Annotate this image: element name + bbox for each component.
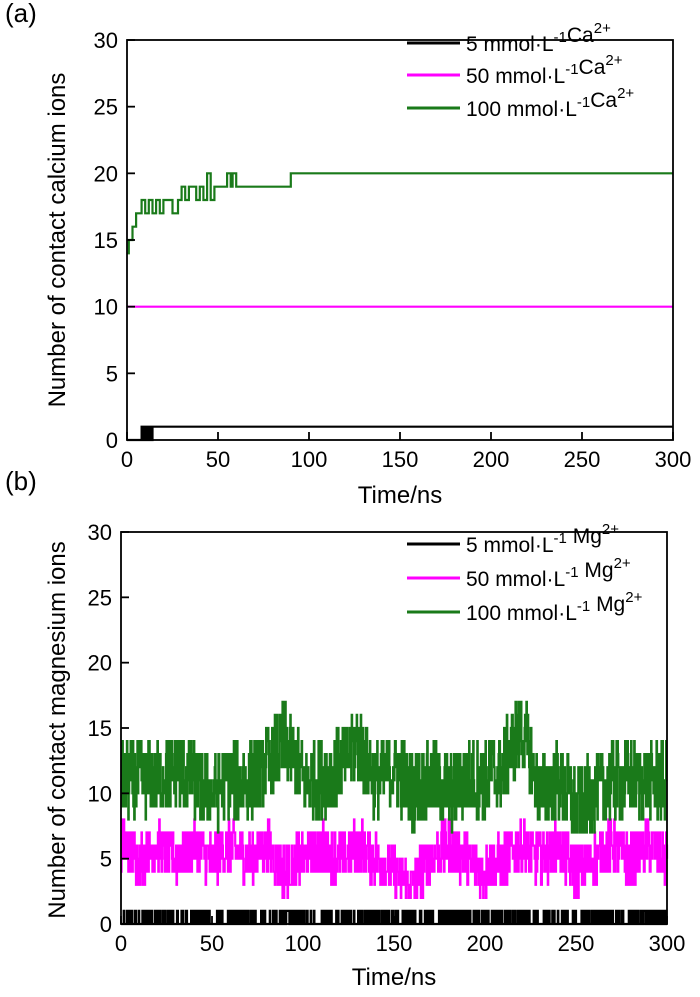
y-tick-label-1-4: 20 — [88, 651, 112, 676]
y-tick-label-0-1: 5 — [106, 361, 118, 386]
y-tick-label-1-5: 25 — [88, 585, 112, 610]
panel-b-label: (b) — [5, 466, 37, 496]
x-tick-label-1-4: 200 — [467, 931, 504, 956]
x-tick-label-1-2: 100 — [285, 931, 322, 956]
x-tick-label-0-4: 200 — [473, 447, 510, 472]
chart-panel-a: (a) 0 50 100 150 200 250 300 0 5 10 15 20 25 30 Time/… — [5, 0, 691, 509]
series-line-1-1 — [120, 818, 669, 899]
panel-a-y-axis-title: Number of contact calcium ions — [44, 73, 71, 408]
y-tick-label-0-0: 0 — [106, 428, 118, 453]
panel-a-series-layer — [127, 172, 673, 442]
panel-b-series-layer — [120, 700, 669, 926]
legend-label-0-1: 50 mmol·L-1Ca2+ — [466, 52, 623, 88]
y-tick-label-1-2: 10 — [88, 781, 112, 806]
series-line-1-2 — [120, 700, 668, 834]
y-tick-label-1-0: 0 — [100, 912, 112, 937]
legend-label-0-2: 100 mmol·L-1Ca2+ — [466, 85, 634, 121]
panel-b-legend: 5 mmol·L-1 Mg2+50 mmol·L-1 Mg2+100 mmol·… — [407, 521, 643, 625]
y-tick-label-1-3: 15 — [88, 716, 112, 741]
panel-a-ticks: 0 50 100 150 200 250 300 0 5 10 15 20 25 30 — [94, 28, 692, 472]
y-tick-label-1-6: 30 — [88, 520, 112, 545]
legend-label-1-2: 100 mmol·L-1 Mg2+ — [466, 589, 643, 625]
panel-b-x-axis-title: Time/ns — [352, 964, 436, 991]
legend-label-0-0: 5 mmol·L-1Ca2+ — [466, 20, 611, 56]
series-line-0-2 — [127, 172, 673, 255]
x-tick-label-1-3: 150 — [376, 931, 413, 956]
legend-label-1-1: 50 mmol·L-1 Mg2+ — [466, 555, 631, 591]
x-tick-label-0-2: 100 — [291, 447, 328, 472]
panel-a-x-axis-title: Time/ns — [358, 482, 442, 509]
x-tick-label-0-3: 150 — [382, 447, 419, 472]
y-tick-label-0-6: 30 — [94, 28, 118, 53]
x-tick-label-1-1: 50 — [200, 931, 224, 956]
panel-b-ticks: 0 50 100 150 200 250 300 0 5 10 15 20 25 30 — [88, 520, 686, 956]
x-tick-label-1-0: 0 — [115, 931, 127, 956]
y-tick-label-0-4: 20 — [94, 161, 118, 186]
panel-a-legend: 5 mmol·L-1Ca2+50 mmol·L-1Ca2+100 mmol·L-… — [407, 20, 634, 121]
x-tick-label-0-1: 50 — [206, 447, 230, 472]
y-tick-label-0-2: 10 — [94, 295, 118, 320]
x-tick-label-0-0: 0 — [121, 447, 133, 472]
panel-b-y-axis-title: Number of contact magnesium ions — [44, 541, 71, 919]
x-tick-label-0-6: 300 — [655, 447, 692, 472]
y-tick-label-0-5: 25 — [94, 95, 118, 120]
legend-label-1-0: 5 mmol·L-1 Mg2+ — [466, 521, 619, 557]
x-tick-label-0-5: 250 — [564, 447, 601, 472]
y-tick-label-1-1: 5 — [100, 847, 112, 872]
x-tick-label-1-5: 250 — [558, 931, 595, 956]
chart-panel-b: (b) 0 50 100 150 200 250 300 0 5 10 15 20 25 30 Time/… — [5, 466, 685, 991]
panel-a-label: (a) — [5, 0, 37, 28]
y-tick-label-0-3: 15 — [94, 228, 118, 253]
x-tick-label-1-6: 300 — [649, 931, 686, 956]
